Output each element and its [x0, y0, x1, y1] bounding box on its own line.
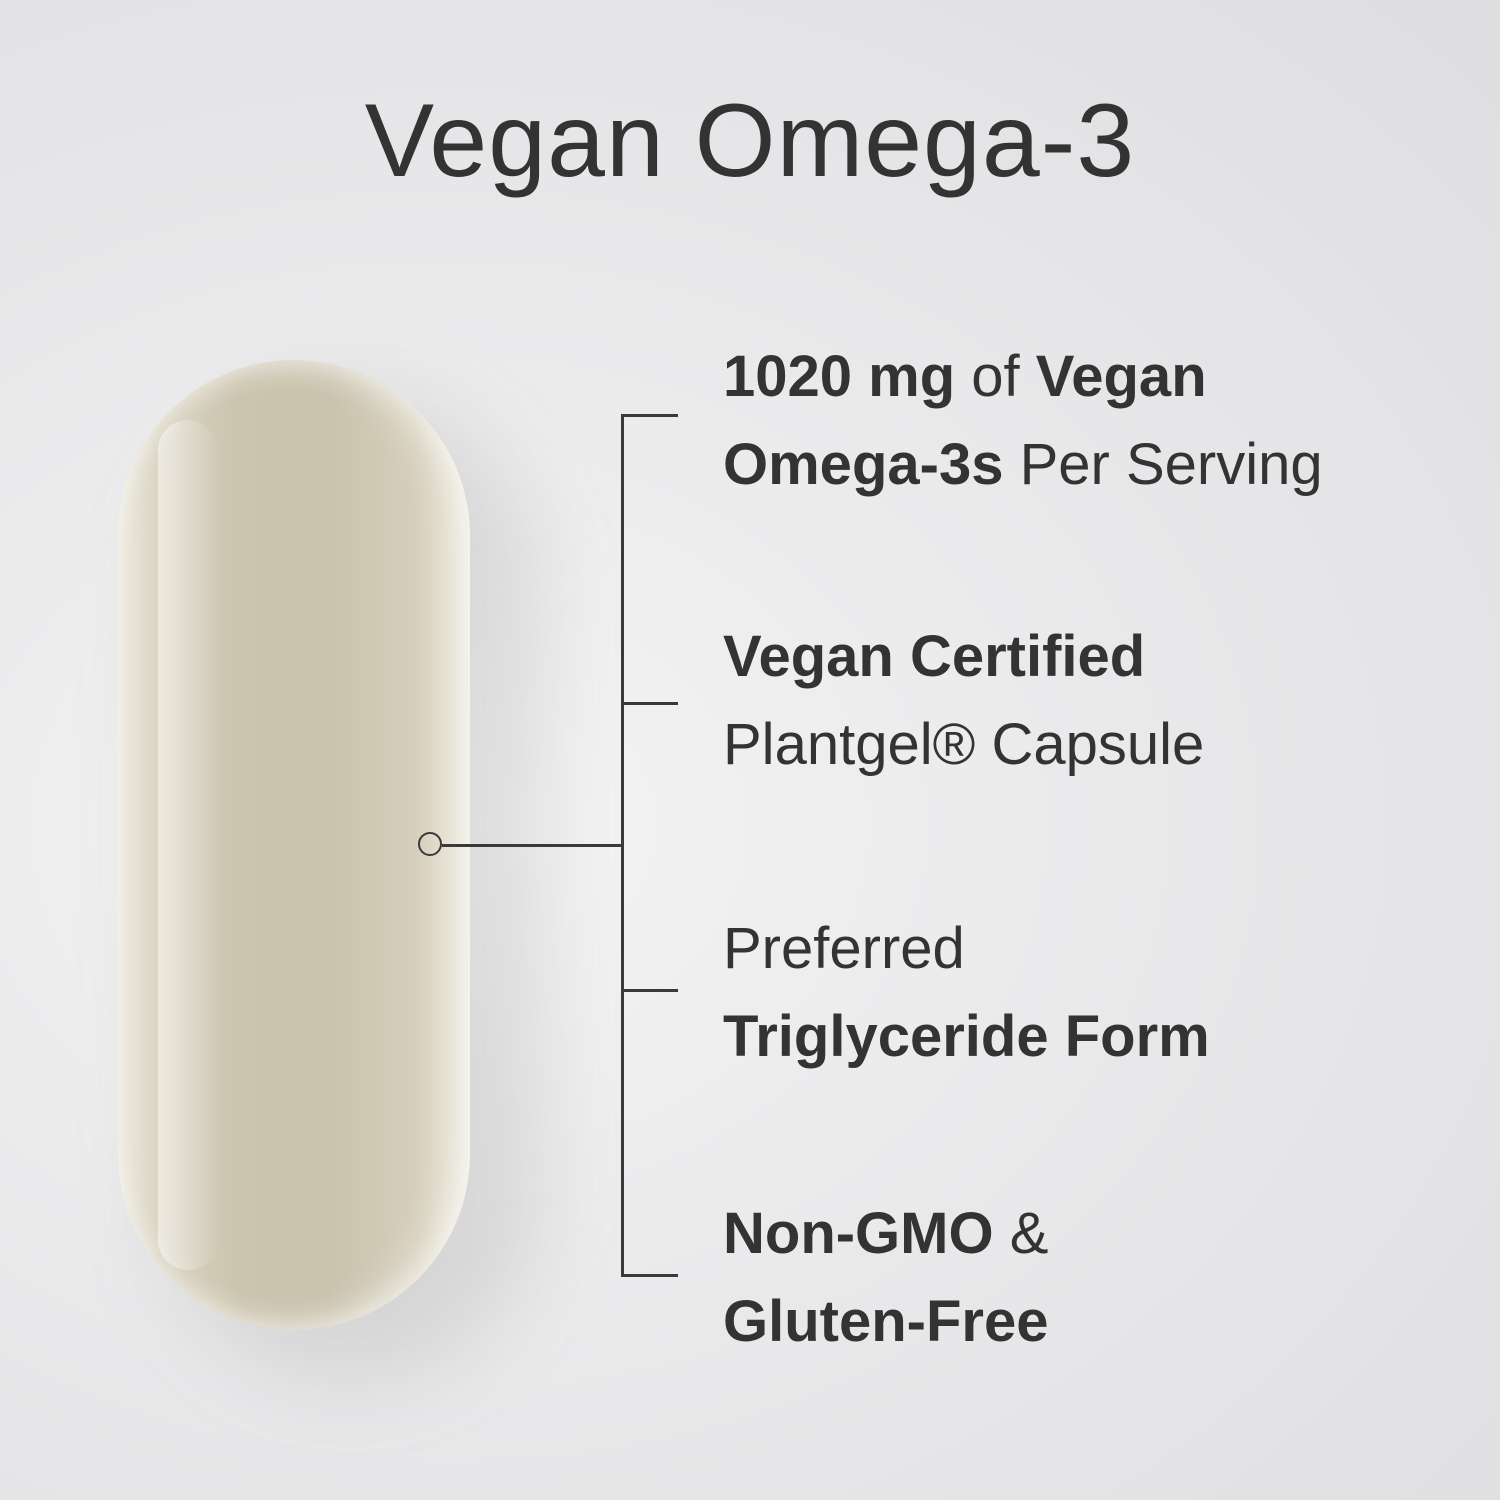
feature-text: Triglyceride Form: [723, 1004, 1210, 1069]
callout-dot: [418, 832, 442, 856]
feature-text: Capsule: [975, 712, 1205, 777]
page-title: Vegan Omega-3: [364, 83, 1136, 199]
feature-line: Non-GMO &: [723, 1190, 1049, 1278]
feature-text: Vegan Certified: [723, 624, 1146, 689]
feature-line: Preferred: [723, 905, 1210, 993]
feature-line: 1020 mg of Vegan: [723, 333, 1323, 421]
feature-text: Preferred: [723, 916, 965, 981]
feature-line: Triglyceride Form: [723, 993, 1210, 1081]
feature-omega3-amount: 1020 mg of Vegan Omega-3s Per Serving: [723, 333, 1323, 509]
feature-text: Gluten-Free: [723, 1289, 1049, 1354]
feature-line: Vegan Certified: [723, 613, 1204, 701]
feature-triglyceride-form: Preferred Triglyceride Form: [723, 905, 1210, 1081]
bracket-tick: [621, 989, 678, 992]
callout-connector: [442, 844, 623, 847]
bracket-vertical: [621, 414, 624, 1276]
feature-vegan-certified: Vegan Certified Plantgel® Capsule: [723, 613, 1204, 789]
softgel-capsule-image: [118, 360, 470, 1330]
feature-text: &: [993, 1201, 1049, 1266]
bracket-tick: [621, 702, 678, 705]
feature-line: Gluten-Free: [723, 1278, 1049, 1366]
feature-text: Per Serving: [1003, 432, 1323, 497]
feature-text: Vegan: [1035, 344, 1207, 409]
feature-text: Plantgel®: [723, 712, 976, 777]
feature-text: Omega-3s: [723, 432, 1004, 497]
bracket-tick: [621, 414, 678, 417]
feature-line: Plantgel® Capsule: [723, 701, 1204, 789]
feature-non-gmo: Non-GMO & Gluten-Free: [723, 1190, 1049, 1366]
feature-text: 1020 mg: [723, 344, 956, 409]
feature-text: of: [955, 344, 1036, 409]
bracket-tick: [621, 1274, 678, 1277]
feature-text: Non-GMO: [723, 1201, 994, 1266]
feature-line: Omega-3s Per Serving: [723, 421, 1323, 509]
